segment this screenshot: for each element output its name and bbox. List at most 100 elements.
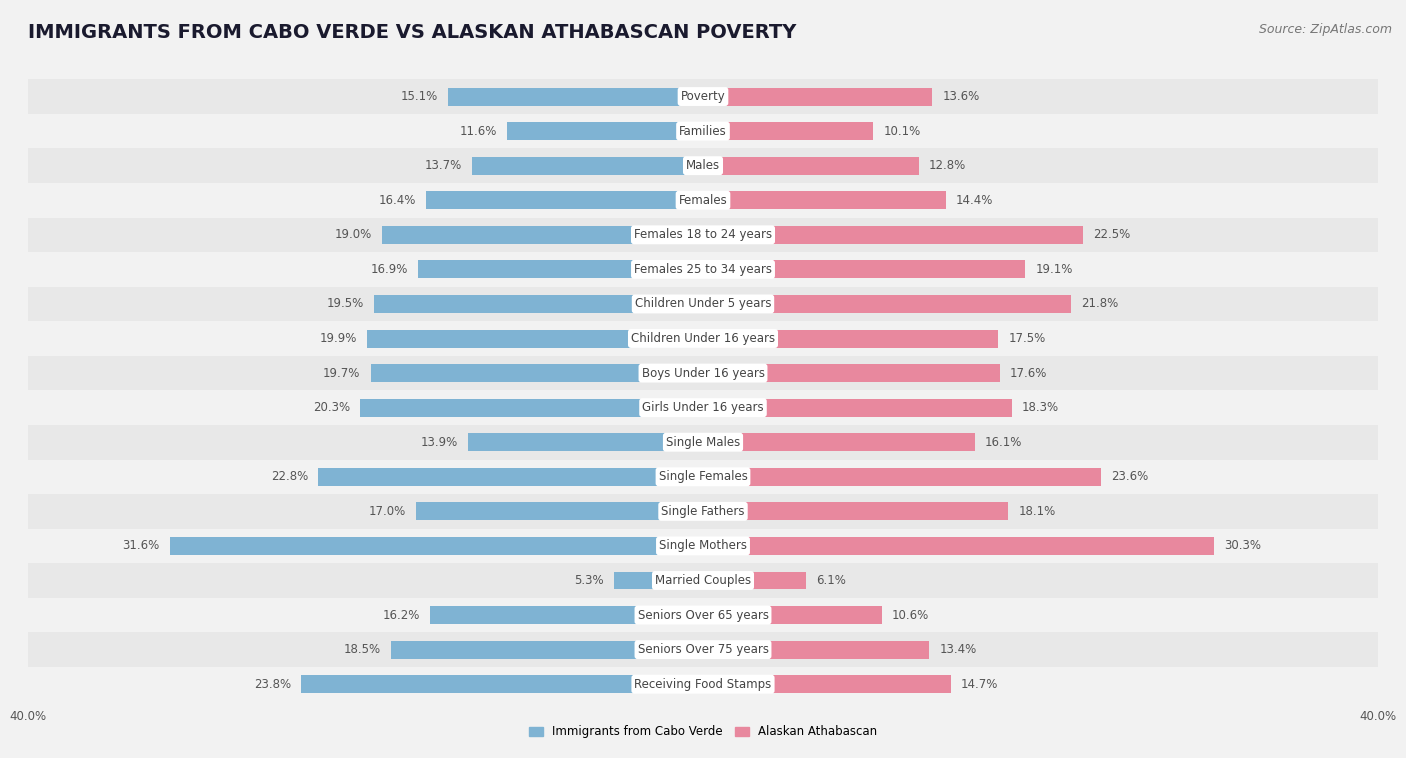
Text: Females 18 to 24 years: Females 18 to 24 years [634, 228, 772, 241]
Bar [28, 667, 1378, 701]
Text: 16.1%: 16.1% [984, 436, 1022, 449]
Text: 20.3%: 20.3% [314, 401, 350, 414]
Bar [301, 675, 703, 693]
Bar [416, 503, 703, 520]
Text: Females: Females [679, 194, 727, 207]
Bar [703, 261, 1025, 278]
Text: 18.5%: 18.5% [343, 643, 381, 656]
Text: 6.1%: 6.1% [815, 574, 846, 587]
Bar [703, 503, 1008, 520]
Bar [28, 390, 1378, 425]
Text: 18.3%: 18.3% [1022, 401, 1059, 414]
Text: 14.7%: 14.7% [962, 678, 998, 691]
Text: 16.9%: 16.9% [370, 263, 408, 276]
Bar [418, 261, 703, 278]
Text: 10.1%: 10.1% [883, 124, 921, 138]
Bar [382, 226, 703, 244]
Text: Families: Families [679, 124, 727, 138]
Text: Married Couples: Married Couples [655, 574, 751, 587]
Bar [703, 226, 1083, 244]
Text: Seniors Over 65 years: Seniors Over 65 years [637, 609, 769, 622]
Text: 13.7%: 13.7% [425, 159, 461, 172]
Text: 17.0%: 17.0% [368, 505, 406, 518]
Bar [28, 632, 1378, 667]
Bar [613, 572, 703, 590]
Text: 23.8%: 23.8% [254, 678, 291, 691]
Text: Seniors Over 75 years: Seniors Over 75 years [637, 643, 769, 656]
Text: Single Females: Single Females [658, 470, 748, 484]
Text: 19.7%: 19.7% [323, 367, 360, 380]
Bar [703, 537, 1215, 555]
Bar [703, 606, 882, 624]
Bar [430, 606, 703, 624]
Bar [28, 598, 1378, 632]
Text: 13.4%: 13.4% [939, 643, 976, 656]
Bar [28, 252, 1378, 287]
Bar [703, 468, 1101, 486]
Text: 22.5%: 22.5% [1092, 228, 1130, 241]
Bar [28, 80, 1378, 114]
Text: Females 25 to 34 years: Females 25 to 34 years [634, 263, 772, 276]
Bar [703, 122, 873, 140]
Text: 30.3%: 30.3% [1225, 540, 1261, 553]
Bar [449, 88, 703, 105]
Text: 13.9%: 13.9% [422, 436, 458, 449]
Bar [371, 364, 703, 382]
Legend: Immigrants from Cabo Verde, Alaskan Athabascan: Immigrants from Cabo Verde, Alaskan Atha… [524, 721, 882, 743]
Bar [28, 183, 1378, 218]
Bar [468, 434, 703, 451]
Bar [703, 157, 920, 174]
Text: Males: Males [686, 159, 720, 172]
Text: 17.5%: 17.5% [1008, 332, 1046, 345]
Text: 23.6%: 23.6% [1111, 470, 1149, 484]
Bar [703, 330, 998, 347]
Bar [28, 563, 1378, 598]
Bar [170, 537, 703, 555]
Bar [360, 399, 703, 417]
Bar [703, 641, 929, 659]
Text: 19.0%: 19.0% [335, 228, 373, 241]
Bar [28, 321, 1378, 356]
Bar [28, 356, 1378, 390]
Text: 16.4%: 16.4% [378, 194, 416, 207]
Text: 18.1%: 18.1% [1018, 505, 1056, 518]
Text: Single Fathers: Single Fathers [661, 505, 745, 518]
Text: 13.6%: 13.6% [942, 90, 980, 103]
Text: 15.1%: 15.1% [401, 90, 439, 103]
Text: 16.2%: 16.2% [382, 609, 419, 622]
Text: 21.8%: 21.8% [1081, 297, 1118, 311]
Text: 10.6%: 10.6% [891, 609, 929, 622]
Bar [472, 157, 703, 174]
Text: 17.6%: 17.6% [1010, 367, 1047, 380]
Bar [28, 114, 1378, 149]
Bar [367, 330, 703, 347]
Text: Boys Under 16 years: Boys Under 16 years [641, 367, 765, 380]
Bar [28, 494, 1378, 528]
Text: 12.8%: 12.8% [929, 159, 966, 172]
Bar [703, 364, 1000, 382]
Text: 19.1%: 19.1% [1035, 263, 1073, 276]
Text: 19.5%: 19.5% [326, 297, 364, 311]
Bar [28, 287, 1378, 321]
Bar [508, 122, 703, 140]
Text: 31.6%: 31.6% [122, 540, 160, 553]
Text: IMMIGRANTS FROM CABO VERDE VS ALASKAN ATHABASCAN POVERTY: IMMIGRANTS FROM CABO VERDE VS ALASKAN AT… [28, 23, 796, 42]
Bar [703, 88, 932, 105]
Bar [703, 191, 946, 209]
Text: Poverty: Poverty [681, 90, 725, 103]
Bar [426, 191, 703, 209]
Bar [703, 399, 1012, 417]
Bar [703, 434, 974, 451]
Text: Source: ZipAtlas.com: Source: ZipAtlas.com [1258, 23, 1392, 36]
Text: 19.9%: 19.9% [319, 332, 357, 345]
Text: Children Under 5 years: Children Under 5 years [634, 297, 772, 311]
Bar [28, 425, 1378, 459]
Bar [703, 572, 806, 590]
Bar [28, 528, 1378, 563]
Bar [703, 675, 950, 693]
Bar [391, 641, 703, 659]
Bar [28, 459, 1378, 494]
Bar [703, 295, 1071, 313]
Bar [28, 149, 1378, 183]
Bar [374, 295, 703, 313]
